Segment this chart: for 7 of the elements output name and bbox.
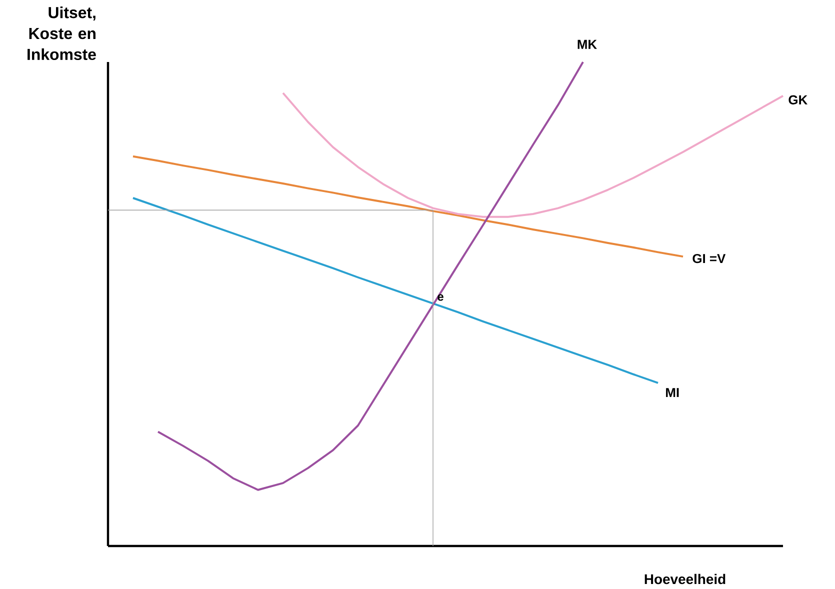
series-label: GK (788, 95, 808, 104)
annotation: e (438, 294, 444, 301)
series-label: MI (666, 388, 679, 397)
series-label: GI =V (692, 254, 726, 264)
y-axis-title: Uitset, Koste en Inkomste (28, 6, 96, 60)
x-axis-title: Hoeveelheid (644, 574, 726, 584)
series-label: MK (578, 40, 597, 49)
